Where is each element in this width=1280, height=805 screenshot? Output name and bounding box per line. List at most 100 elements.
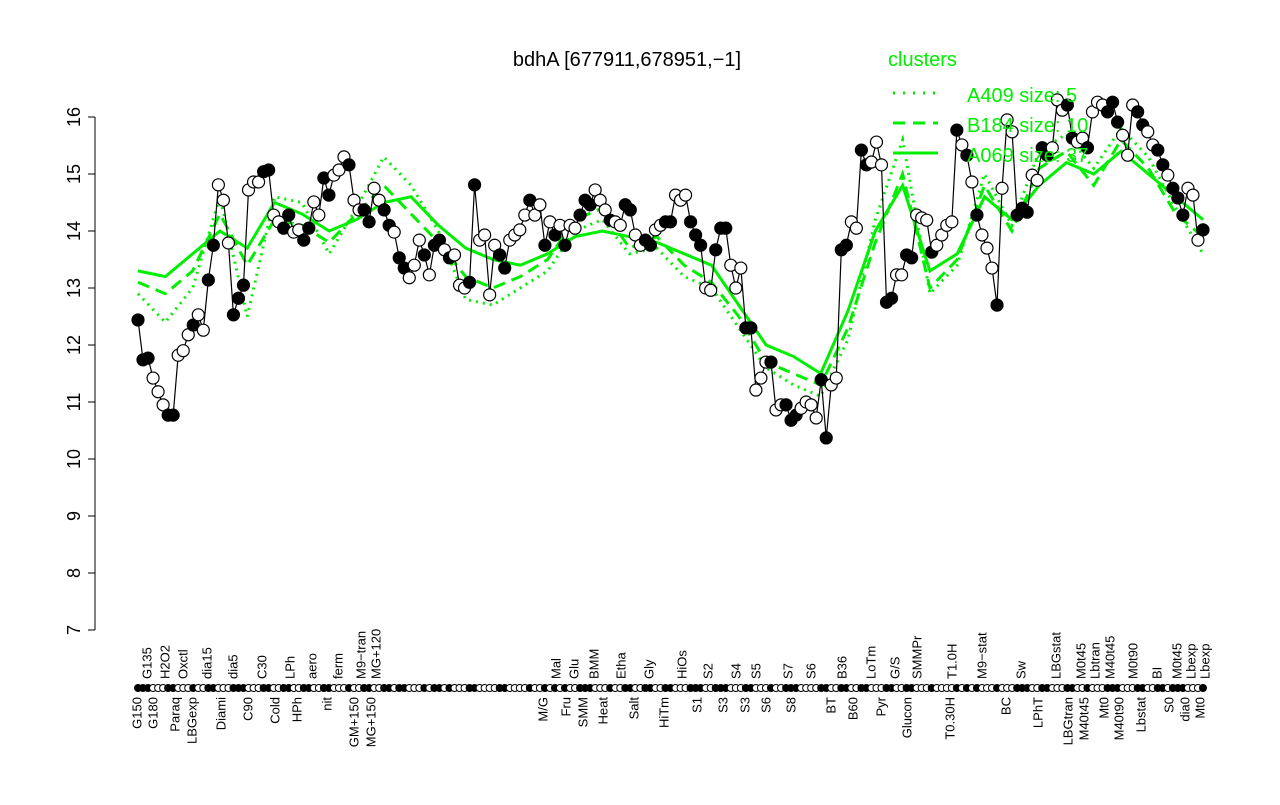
data-point (613, 218, 627, 232)
data-point (754, 371, 768, 385)
x-tick-label: Sw (1013, 660, 1028, 679)
y-tick-label: 15 (64, 164, 84, 184)
data-point (829, 371, 843, 385)
data-point (312, 208, 326, 222)
data-point (694, 238, 708, 252)
x-tick-label: M40t45 (1076, 697, 1091, 740)
data-point (975, 228, 989, 242)
x-tick-label: GM+150 (346, 697, 361, 747)
y-tick-label: 13 (64, 278, 84, 298)
data-point (478, 228, 492, 242)
data-point (663, 215, 678, 229)
data-point (1116, 128, 1130, 142)
x-tick-label: S8 (783, 697, 798, 713)
data-point (196, 323, 210, 337)
x-tick-label: M9−tran (353, 631, 368, 679)
data-point (417, 248, 431, 262)
x-tick-label: HPh (289, 697, 304, 722)
data-point (874, 158, 889, 172)
y-tick-label: 9 (64, 511, 84, 521)
data-point (709, 243, 723, 257)
data-point (1131, 105, 1145, 119)
data-point (960, 148, 974, 162)
x-tick-label: Lbtran (1087, 642, 1102, 679)
data-point (191, 308, 205, 322)
data-point (884, 291, 899, 305)
x-tick-label: M9−stat (974, 632, 989, 679)
data-point (131, 313, 145, 327)
legend-title: clusters (888, 49, 957, 71)
data-point (412, 233, 426, 247)
x-tick-label: dia5 (225, 654, 240, 679)
x-tick-label: LBGstat (1048, 632, 1063, 679)
legend-label-0: A409 size: 5 (967, 85, 1077, 107)
data-point (1151, 143, 1165, 157)
y-tick-label: 10 (64, 449, 84, 469)
x-tick-label: Oxctl (175, 649, 190, 679)
x-tick-label: S3 (715, 697, 730, 713)
x-tick-label: Salt (626, 697, 641, 720)
x-tick-label: MG+120 (368, 629, 383, 679)
data-point (985, 261, 999, 275)
data-point (151, 385, 165, 399)
x-tick-label: M/G (535, 697, 550, 722)
data-point (678, 188, 693, 202)
data-point (342, 158, 356, 172)
x-tick-label: S3 (737, 697, 752, 713)
data-point (282, 208, 296, 222)
x-tick-label: S4 (728, 663, 743, 679)
legend: clusters A409 size: 5 B184 size: 10 A069… (888, 49, 1088, 167)
data-point (1196, 223, 1210, 237)
x-tick-label: Lbstat (1133, 697, 1148, 733)
x-tick-label: LBGtran (1060, 697, 1075, 745)
x-tick-label: Gly (641, 659, 656, 679)
x-tick-label: LoTm (863, 646, 878, 679)
data-point (236, 278, 251, 292)
x-tick-label: ferm (330, 653, 345, 679)
x-tick-label: Glu (566, 659, 581, 679)
data-point (1060, 98, 1074, 112)
data-point (146, 371, 160, 385)
data-point (1000, 113, 1014, 127)
x-tick-label: S6 (758, 697, 773, 713)
data-point (568, 221, 582, 235)
x-tick-label: T0.30H (942, 697, 957, 740)
data-point (533, 198, 547, 212)
data-point (809, 411, 823, 425)
x-tick-label: Heat (595, 697, 610, 725)
data-point (980, 241, 994, 255)
x-tick-label: Lbexp (1183, 644, 1198, 679)
y-tick-label: 12 (64, 335, 84, 355)
data-point (493, 248, 507, 262)
data-point (362, 215, 376, 229)
data-point (176, 344, 190, 358)
x-tick-label: C90 (240, 697, 255, 721)
cluster-lines (136, 126, 1205, 399)
data-point (297, 233, 311, 247)
data-point (377, 203, 391, 217)
x-tick-label: SMM (575, 697, 590, 727)
x-tick-label: H2O2 (157, 645, 172, 679)
data-point (1005, 125, 1019, 139)
x-tick-label: Mal (548, 658, 563, 679)
x-tick-label: LPhT (1030, 697, 1045, 728)
x-tick-label: nit (319, 697, 334, 711)
data-point (970, 208, 984, 222)
chart-title: bdhA [677911,678951,−1] (513, 49, 741, 71)
data-point (302, 221, 316, 235)
data-point (387, 225, 401, 239)
data-point (422, 268, 436, 282)
x-tick-label: S6 (803, 663, 818, 679)
data-point (945, 215, 959, 229)
data-point (1030, 173, 1044, 187)
x-tick-label: dia0 (1177, 697, 1192, 722)
cluster-line-dashed (137, 137, 1204, 387)
data-point (779, 398, 793, 412)
data-point (1105, 95, 1120, 109)
data-point (683, 215, 698, 229)
y-tick-label: 7 (64, 625, 84, 635)
data-point (307, 195, 321, 209)
x-tick-label: M0t45 (1073, 643, 1088, 679)
rug (134, 684, 1207, 692)
x-tick-label: S7 (780, 663, 795, 679)
